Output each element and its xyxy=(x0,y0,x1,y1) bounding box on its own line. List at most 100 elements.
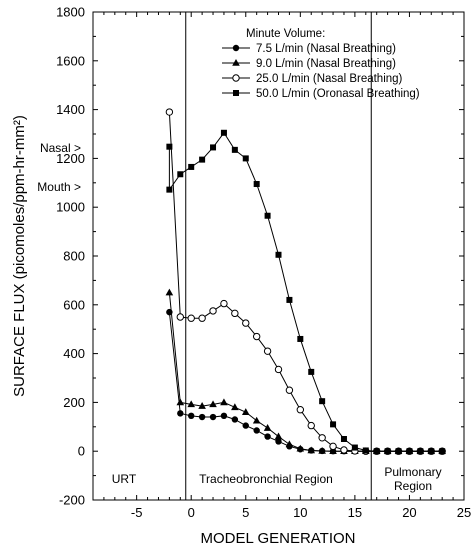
data-point-square xyxy=(231,146,238,153)
data-point-triangle xyxy=(307,446,316,454)
series-line xyxy=(168,131,443,452)
series-line xyxy=(168,112,443,452)
data-point-triangle xyxy=(209,400,217,408)
data-point-open-circle xyxy=(307,421,315,430)
data-point-triangle xyxy=(285,440,294,448)
legend: Minute Volume: 7.5 L/min (Nasal Breathin… xyxy=(222,28,420,100)
y-tick-label: 1400 xyxy=(56,102,85,117)
x-tick-label: 5 xyxy=(242,505,249,520)
data-point-square xyxy=(242,155,249,162)
data-point-open-circle xyxy=(340,446,348,454)
legend-label: 25.0 L/min (Nasal Breathing) xyxy=(256,73,403,85)
data-point-square xyxy=(275,251,282,258)
x-tick-label: 0 xyxy=(188,505,195,520)
region-label-tracheobronchial: Tracheobronchial Region xyxy=(199,472,333,486)
data-point-square xyxy=(340,436,347,442)
data-point-open-circle xyxy=(274,365,283,374)
data-point-square xyxy=(166,143,173,150)
data-point-triangle xyxy=(296,444,305,452)
x-axis-ticks: -5 0 5 10 15 20 25 xyxy=(103,12,471,520)
data-point-triangle xyxy=(231,403,239,411)
legend-label: 7.5 L/min (Nasal Breathing) xyxy=(256,43,396,55)
data-point-circle xyxy=(253,427,260,434)
data-point-circle xyxy=(231,416,239,423)
data-point-open-circle xyxy=(198,314,206,322)
x-tick-label: 15 xyxy=(348,505,362,520)
series-line xyxy=(168,292,443,452)
data-point-square xyxy=(417,448,424,455)
data-point-open-circle xyxy=(231,309,239,318)
legend-item-0: 7.5 L/min (Nasal Breathing) xyxy=(222,43,396,55)
y-tick-label: 800 xyxy=(63,249,85,264)
annotation-mouth: Mouth > xyxy=(37,180,81,194)
data-point-square xyxy=(264,212,271,219)
data-point-circle xyxy=(177,410,184,417)
data-point-circle xyxy=(264,433,271,440)
data-point-square xyxy=(188,163,195,170)
data-point-triangle xyxy=(263,424,272,431)
data-point-open-circle xyxy=(220,299,228,308)
data-point-circle xyxy=(232,44,240,52)
data-point-square xyxy=(406,448,413,455)
y-tick-label: 1600 xyxy=(56,53,85,68)
legend-title: Minute Volume: xyxy=(246,28,325,40)
region-boundaries xyxy=(185,12,372,500)
legend-item-3: 50.0 L/min (Oronasal Breathing) xyxy=(222,88,420,100)
data-point-square xyxy=(177,171,184,178)
data-point-circle xyxy=(209,413,217,421)
data-point-square xyxy=(253,181,260,188)
data-point-open-circle xyxy=(242,319,250,327)
data-point-square xyxy=(210,144,217,151)
data-point-circle xyxy=(188,412,195,420)
series-layer xyxy=(165,108,446,455)
data-point-circle xyxy=(275,438,282,445)
data-point-open-circle xyxy=(176,313,184,321)
data-point-open-circle xyxy=(252,332,261,341)
y-axis-title: SURFACE FLUX (picomoles/ppm-hr-mm²) xyxy=(11,115,28,397)
data-point-triangle xyxy=(329,447,337,454)
data-point-square xyxy=(220,129,227,136)
region-label-urt: URT xyxy=(112,472,137,486)
data-point-square xyxy=(395,448,402,455)
data-point-open-circle xyxy=(187,314,195,322)
data-point-square xyxy=(362,447,369,454)
data-point-open-circle xyxy=(329,442,337,451)
data-point-open-circle xyxy=(318,434,326,442)
y-tick-label: 400 xyxy=(63,346,85,361)
y-tick-label: 600 xyxy=(63,297,85,312)
data-point-square xyxy=(330,421,337,428)
data-point-triangle xyxy=(232,59,240,66)
series-line xyxy=(168,312,443,452)
data-point-square xyxy=(166,186,173,193)
series-0 xyxy=(166,308,446,455)
data-point-circle xyxy=(242,422,249,429)
y-tick-label: 0 xyxy=(78,444,85,459)
region-label-pulmonary-line2: Region xyxy=(394,479,432,493)
series-1 xyxy=(165,288,446,454)
legend-label: 50.0 L/min (Oronasal Breathing) xyxy=(256,88,420,100)
data-point-open-circle xyxy=(285,386,294,394)
x-tick-label: 20 xyxy=(402,505,416,520)
data-point-square xyxy=(233,90,239,96)
y-tick-label: 1000 xyxy=(56,200,85,215)
data-point-circle xyxy=(198,413,206,421)
data-point-open-circle xyxy=(209,307,217,315)
legend-label: 9.0 L/min (Nasal Breathing) xyxy=(256,58,396,70)
data-point-square xyxy=(439,448,446,455)
x-tick-label: 25 xyxy=(457,505,471,520)
legend-item-2: 25.0 L/min (Nasal Breathing) xyxy=(222,73,403,85)
legend-item-1: 9.0 L/min (Nasal Breathing) xyxy=(222,58,396,70)
data-point-open-circle xyxy=(165,108,174,116)
series-2 xyxy=(165,108,446,455)
series-3 xyxy=(166,129,446,455)
y-axis-ticks: -200 0 200 400 600 800 1000 1200 1400 1600 1800 xyxy=(56,5,464,508)
data-point-triangle xyxy=(187,400,196,408)
data-point-open-circle xyxy=(296,406,305,414)
data-point-square xyxy=(428,448,435,455)
data-point-square xyxy=(384,448,391,455)
data-point-square xyxy=(351,444,358,451)
data-point-square xyxy=(286,296,293,303)
data-point-triangle xyxy=(241,408,250,415)
region-label-pulmonary-line1: Pulmonary xyxy=(384,465,441,479)
